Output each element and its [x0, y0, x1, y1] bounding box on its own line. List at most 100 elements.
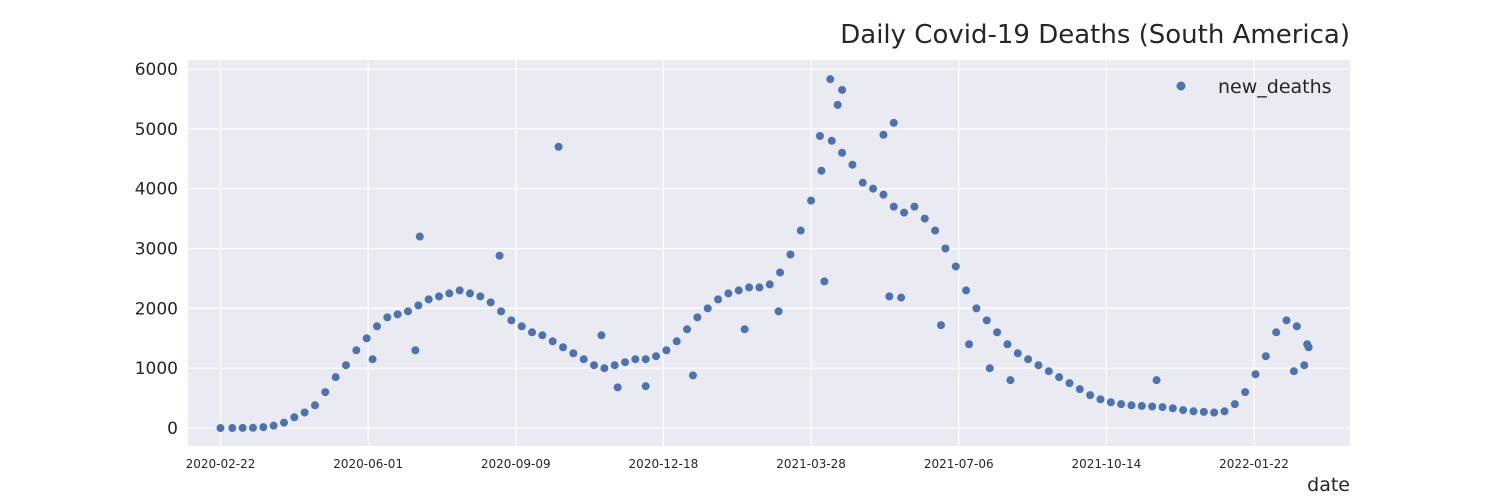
- data-point: [724, 289, 733, 298]
- x-axis-ticks: 2020-02-22 2020-06-01 2020-09-09 2020-12-18…: [186, 457, 1289, 471]
- data-point: [1199, 407, 1208, 416]
- data-point: [411, 346, 420, 355]
- data-point: [662, 346, 671, 355]
- data-point: [734, 286, 743, 295]
- x-tick-label: 2020-09-09: [481, 457, 551, 471]
- data-point: [610, 361, 619, 370]
- data-point: [1096, 395, 1105, 404]
- data-point: [435, 292, 443, 301]
- data-point: [495, 251, 504, 260]
- data-point: [755, 283, 764, 292]
- data-point: [817, 166, 826, 175]
- data-point: [455, 286, 464, 295]
- data-point: [579, 355, 588, 364]
- data-point: [1034, 361, 1043, 370]
- data-point: [290, 413, 299, 422]
- data-point: [1158, 403, 1167, 412]
- data-point: [404, 307, 412, 316]
- data-point: [497, 307, 506, 316]
- data-point: [569, 349, 578, 358]
- x-tick-label: 2021-03-28: [776, 457, 846, 471]
- chart-title: Daily Covid-19 Deaths (South America): [840, 20, 1350, 50]
- x-tick-label: 2020-12-18: [629, 457, 699, 471]
- data-point: [885, 292, 894, 301]
- data-point: [1024, 355, 1033, 364]
- legend-label: new_deaths: [1218, 76, 1332, 98]
- data-point: [1127, 401, 1136, 410]
- y-tick-label: 5000: [135, 120, 178, 140]
- data-point: [1230, 400, 1239, 409]
- data-point: [1210, 408, 1219, 417]
- data-point: [815, 132, 824, 140]
- data-point: [424, 295, 433, 304]
- data-point: [238, 423, 247, 432]
- data-point: [1044, 367, 1053, 376]
- data-point: [372, 322, 381, 331]
- data-point: [1106, 398, 1115, 407]
- data-point: [445, 289, 454, 298]
- y-tick-label: 3000: [135, 240, 178, 260]
- data-point: [321, 388, 330, 397]
- data-point: [827, 136, 836, 145]
- data-point: [786, 250, 795, 259]
- data-point: [683, 325, 692, 334]
- data-point: [1282, 316, 1291, 325]
- data-point: [538, 331, 547, 340]
- data-point: [703, 304, 712, 313]
- data-point: [879, 190, 888, 199]
- data-point: [310, 401, 319, 410]
- data-point: [1075, 385, 1084, 394]
- data-point: [1300, 361, 1309, 370]
- data-point: [965, 340, 974, 349]
- data-point: [1086, 391, 1095, 400]
- data-point: [985, 364, 994, 373]
- data-point: [216, 424, 225, 433]
- data-point: [796, 226, 805, 235]
- data-point: [807, 196, 816, 205]
- data-point: [1006, 376, 1015, 385]
- data-point: [393, 310, 402, 319]
- y-axis-ticks: 0 1000 2000 3000 4000 5000 6000: [135, 60, 178, 439]
- data-point: [528, 328, 537, 337]
- data-point: [259, 423, 268, 432]
- data-point: [745, 283, 754, 292]
- x-tick-label: 2022-01-22: [1219, 457, 1289, 471]
- data-point: [590, 361, 599, 370]
- data-point: [269, 421, 278, 430]
- data-point: [889, 202, 898, 211]
- data-point: [879, 130, 888, 139]
- data-point: [368, 355, 377, 364]
- data-point: [248, 423, 257, 432]
- data-point: [937, 321, 946, 330]
- data-point: [688, 371, 697, 380]
- data-point: [910, 202, 919, 211]
- data-point: [1289, 367, 1298, 376]
- data-point: [972, 304, 981, 313]
- x-tick-label: 2020-02-22: [186, 457, 256, 471]
- data-point: [776, 268, 785, 277]
- data-point: [621, 358, 630, 367]
- data-point: [1292, 322, 1301, 331]
- y-tick-label: 2000: [135, 299, 178, 319]
- data-point: [740, 325, 749, 334]
- y-tick-label: 6000: [135, 60, 178, 80]
- x-tick-label: 2021-07-06: [924, 457, 994, 471]
- legend: new_deaths: [1176, 76, 1332, 98]
- data-point: [476, 292, 485, 301]
- data-point: [1220, 407, 1229, 416]
- data-point: [597, 331, 606, 340]
- data-point: [383, 313, 392, 322]
- data-point: [507, 316, 516, 325]
- data-point: [1003, 340, 1012, 349]
- data-point: [897, 293, 906, 302]
- data-point: [559, 343, 568, 352]
- data-points: [216, 75, 1313, 433]
- data-point: [362, 334, 371, 343]
- data-point: [1272, 328, 1281, 337]
- grid-lines: [188, 60, 1350, 446]
- data-point: [517, 322, 526, 331]
- y-tick-label: 4000: [135, 180, 178, 200]
- data-point: [279, 418, 288, 427]
- data-point: [613, 383, 622, 392]
